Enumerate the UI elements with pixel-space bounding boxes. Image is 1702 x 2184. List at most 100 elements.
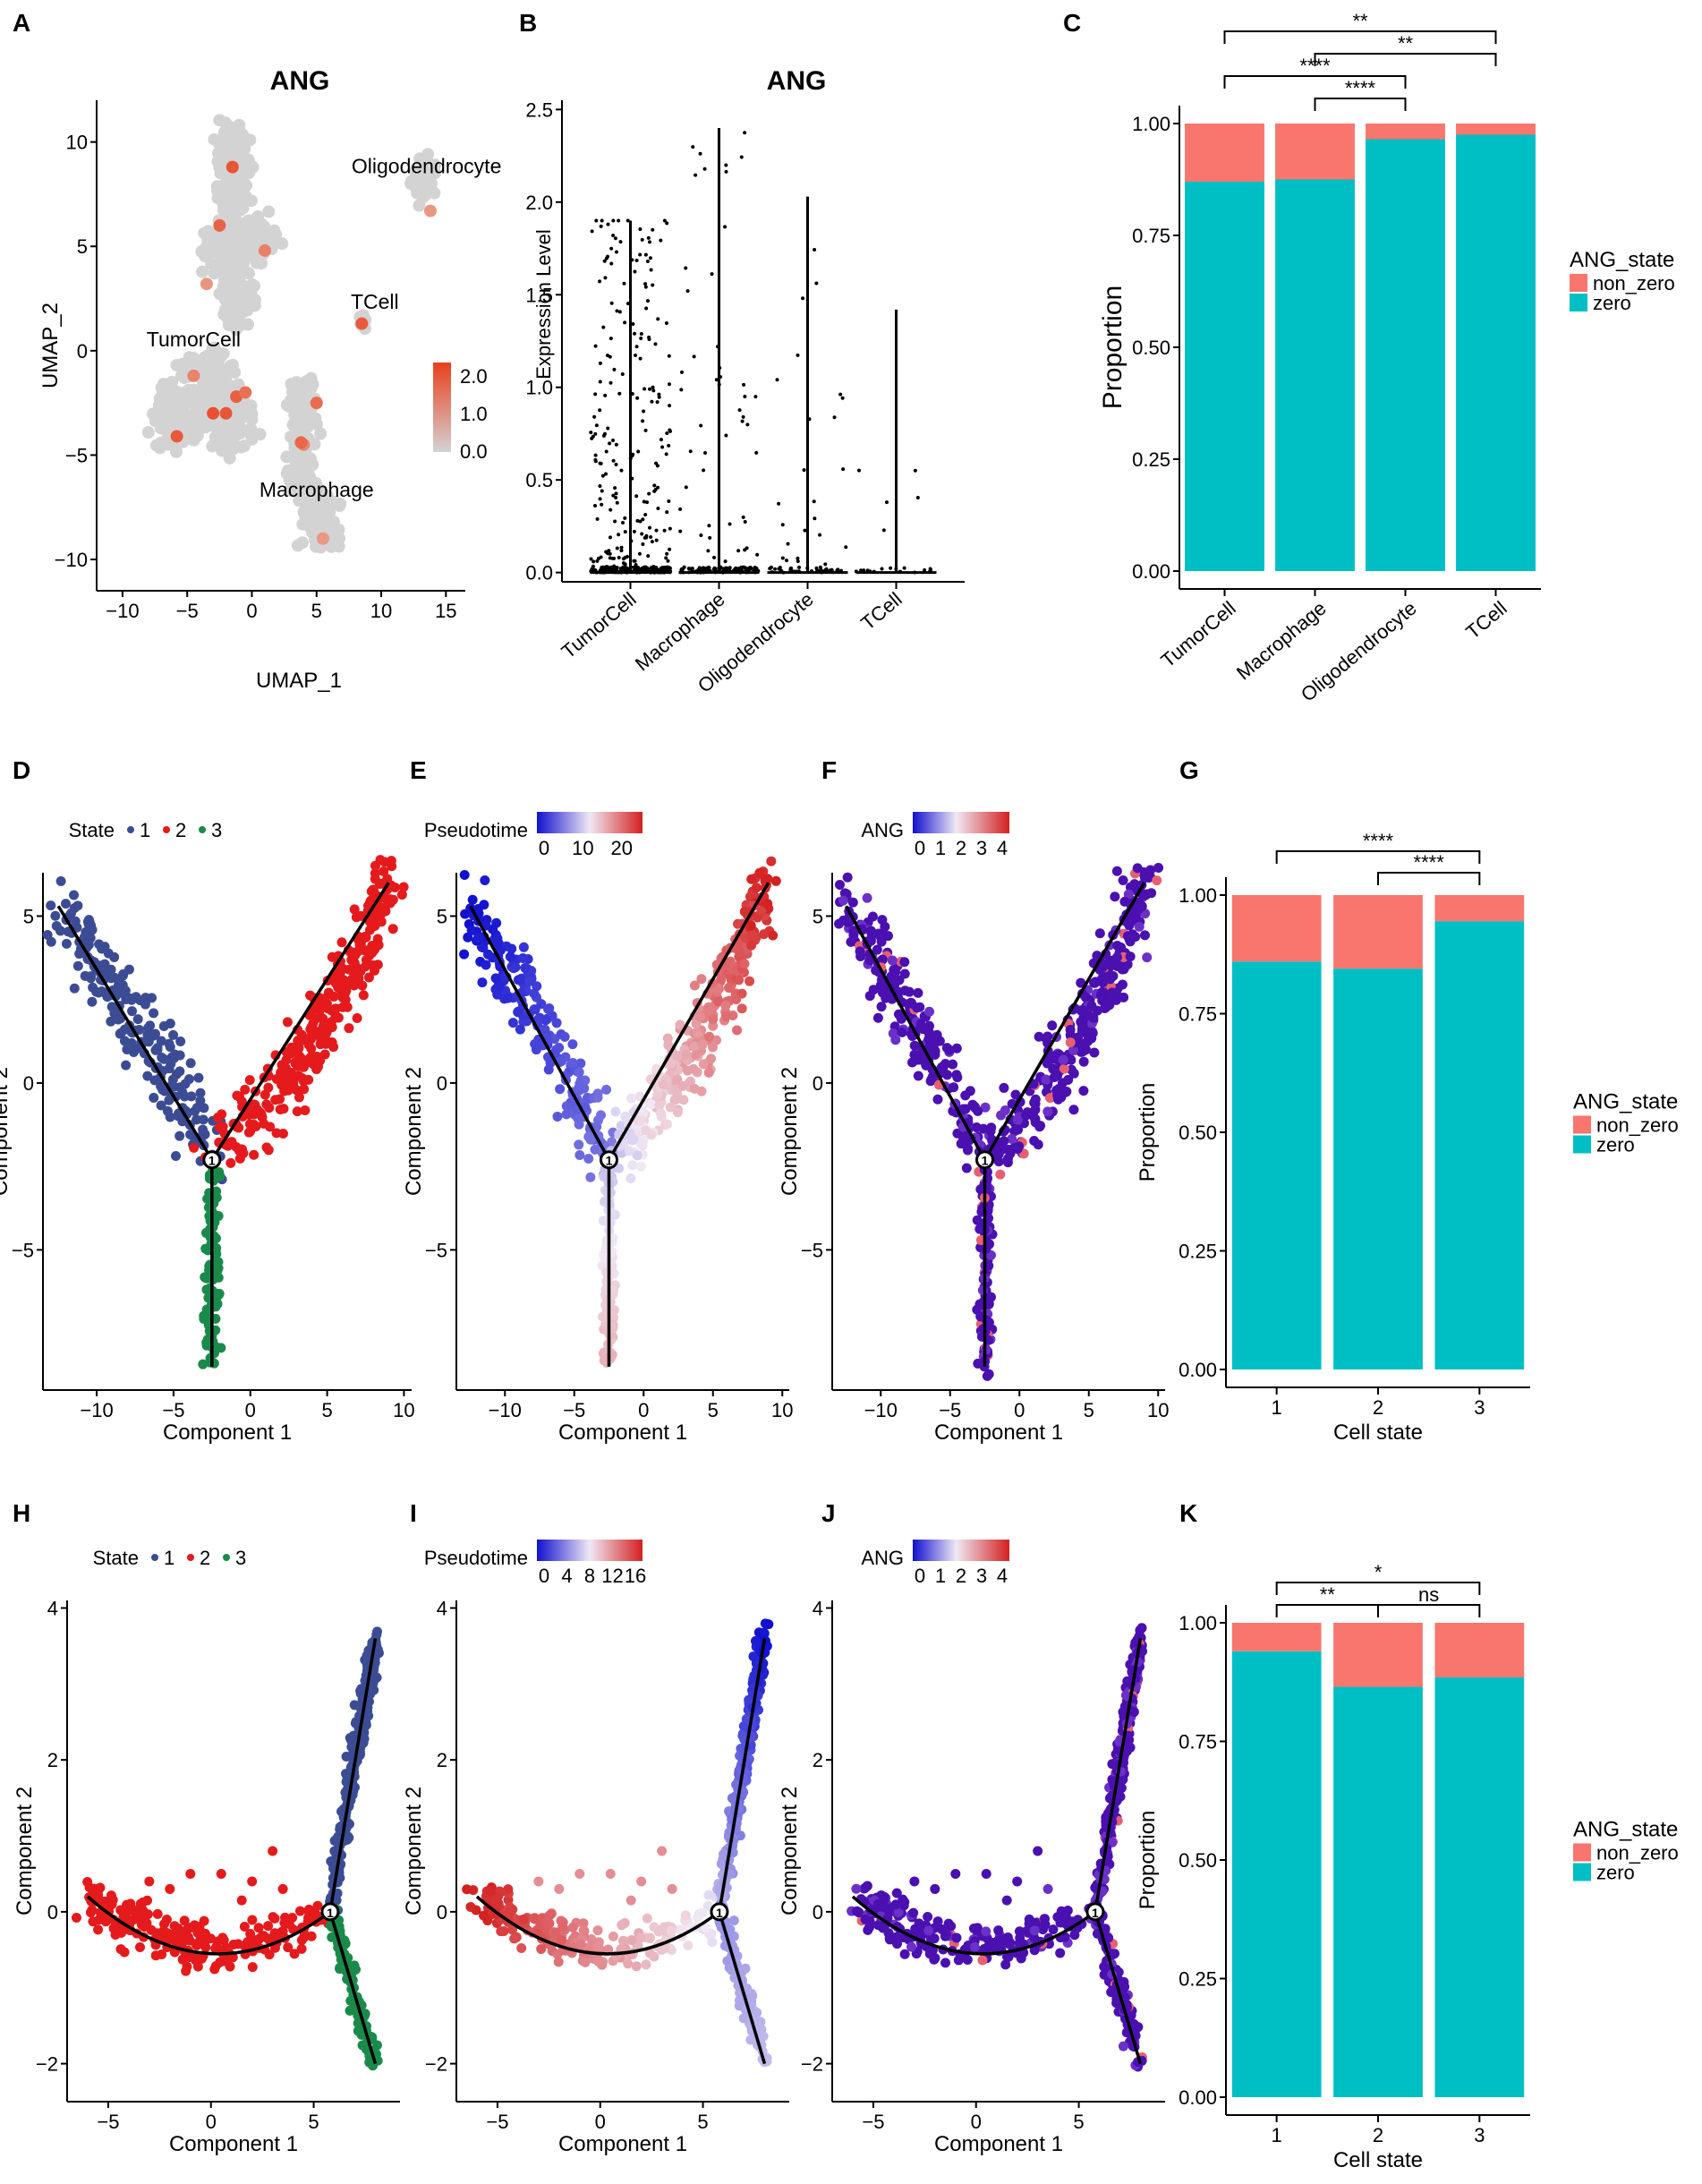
- legend-title: ANG_state: [1573, 1818, 1678, 1842]
- cell-point: [618, 1936, 628, 1946]
- significance-label: ****: [1299, 55, 1331, 77]
- cell-point: [698, 1039, 708, 1049]
- cell-point: [672, 1094, 682, 1104]
- y-tick-label: 0: [437, 1072, 447, 1095]
- cell-point: [948, 1060, 957, 1070]
- cell-point: [481, 960, 491, 970]
- x-tick-label: −5: [97, 2111, 119, 2133]
- legend-swatch-non-zero: [1573, 1844, 1591, 1862]
- cell-point: [1133, 863, 1143, 873]
- y-axis-title: Component 2: [13, 1787, 37, 1915]
- high-expression-point: [294, 436, 307, 448]
- violin-point: [645, 500, 649, 504]
- cell-point: [923, 1028, 933, 1037]
- violin-point: [616, 501, 619, 505]
- cell-point: [1042, 1032, 1052, 1042]
- x-tick-label: 5: [697, 2111, 708, 2133]
- cell-point: [625, 1173, 635, 1183]
- cell-point: [236, 1144, 246, 1154]
- violin-point: [619, 240, 623, 243]
- violin-point: [633, 269, 636, 273]
- cell-point: [226, 269, 239, 281]
- cell-point: [299, 1084, 309, 1094]
- violin-point: [594, 454, 598, 457]
- violin-point: [600, 555, 603, 559]
- cell-point: [708, 1042, 718, 1052]
- cell-point: [214, 1167, 224, 1177]
- violin-point: [626, 219, 630, 223]
- violin-point: [691, 145, 694, 149]
- violin-point: [627, 567, 631, 571]
- violin-point: [687, 570, 691, 574]
- violin-point: [724, 569, 728, 573]
- cell-point: [263, 1921, 273, 1931]
- cell-point: [152, 1928, 162, 1938]
- y-tick-label: 0.5: [525, 469, 553, 491]
- violin-point: [638, 252, 642, 256]
- cell-point: [515, 1025, 525, 1035]
- cell-point: [720, 1001, 730, 1011]
- cell-point: [568, 1058, 578, 1068]
- significance-bracket: [1378, 873, 1479, 885]
- violin-point: [634, 494, 638, 498]
- x-axis-title: Component 1: [169, 2132, 298, 2156]
- cell-point: [914, 1071, 923, 1081]
- cell-point: [580, 1958, 590, 1967]
- cell-point: [368, 960, 378, 970]
- violin-point: [608, 556, 612, 559]
- violin-point: [648, 526, 651, 530]
- violin-point: [712, 556, 716, 559]
- cell-point: [568, 1923, 578, 1932]
- x-tick-label: 1: [1272, 2124, 1282, 2146]
- cell-point: [268, 1847, 277, 1856]
- y-axis-title: Proportion: [1136, 1811, 1160, 1910]
- cell-point: [1034, 1122, 1044, 1131]
- violin-point: [635, 259, 639, 262]
- cell-point: [327, 1017, 336, 1027]
- cell-point: [318, 1014, 328, 1024]
- branch-point-label: 1: [208, 1154, 216, 1168]
- x-tick-label: −5: [176, 600, 199, 622]
- cell-point: [196, 266, 208, 278]
- violin-point: [647, 236, 651, 240]
- violin-point: [686, 289, 690, 293]
- cell-point: [939, 1062, 949, 1071]
- violin-point: [621, 372, 625, 376]
- cell-point: [541, 1917, 551, 1927]
- cell-point: [627, 1135, 637, 1145]
- x-tick-label: 10: [370, 600, 392, 622]
- cell-point: [292, 407, 304, 420]
- cell-point: [1131, 906, 1141, 916]
- cell-point: [169, 399, 182, 412]
- cell-point: [247, 1876, 257, 1886]
- y-tick-label: 0: [77, 340, 88, 363]
- violin-point: [805, 567, 809, 570]
- cell-point: [593, 1093, 603, 1103]
- cell-point: [1119, 875, 1128, 885]
- cell-point: [1042, 1075, 1051, 1085]
- violin-point: [602, 434, 606, 438]
- violin-point: [589, 431, 592, 434]
- violin-point: [747, 570, 751, 574]
- cell-point: [261, 1142, 271, 1152]
- cell-point: [118, 969, 128, 979]
- cell-point: [606, 1256, 616, 1266]
- violin-point: [625, 570, 629, 574]
- cell-point: [114, 1015, 123, 1025]
- legend-item-label: 1: [164, 1547, 174, 1569]
- cell-point: [574, 1079, 584, 1088]
- x-tick-label: 15: [435, 600, 456, 622]
- cell-point: [186, 1091, 196, 1101]
- cell-point: [978, 1324, 988, 1334]
- cell-point: [1110, 892, 1119, 901]
- violin-point: [835, 568, 838, 572]
- violin-point: [817, 569, 821, 573]
- violin-point: [650, 400, 653, 404]
- significance-bracket: [1277, 1605, 1378, 1617]
- x-tick-label: 1: [1272, 1396, 1282, 1419]
- branch-point-label: 1: [606, 1154, 613, 1168]
- high-expression-point: [239, 386, 251, 398]
- violin-point: [617, 533, 620, 536]
- panel-e-trajectory: −10 −5 0 5 1050−5Component 1Component 2 1Pseu…: [402, 812, 793, 1445]
- violin-point: [718, 383, 721, 387]
